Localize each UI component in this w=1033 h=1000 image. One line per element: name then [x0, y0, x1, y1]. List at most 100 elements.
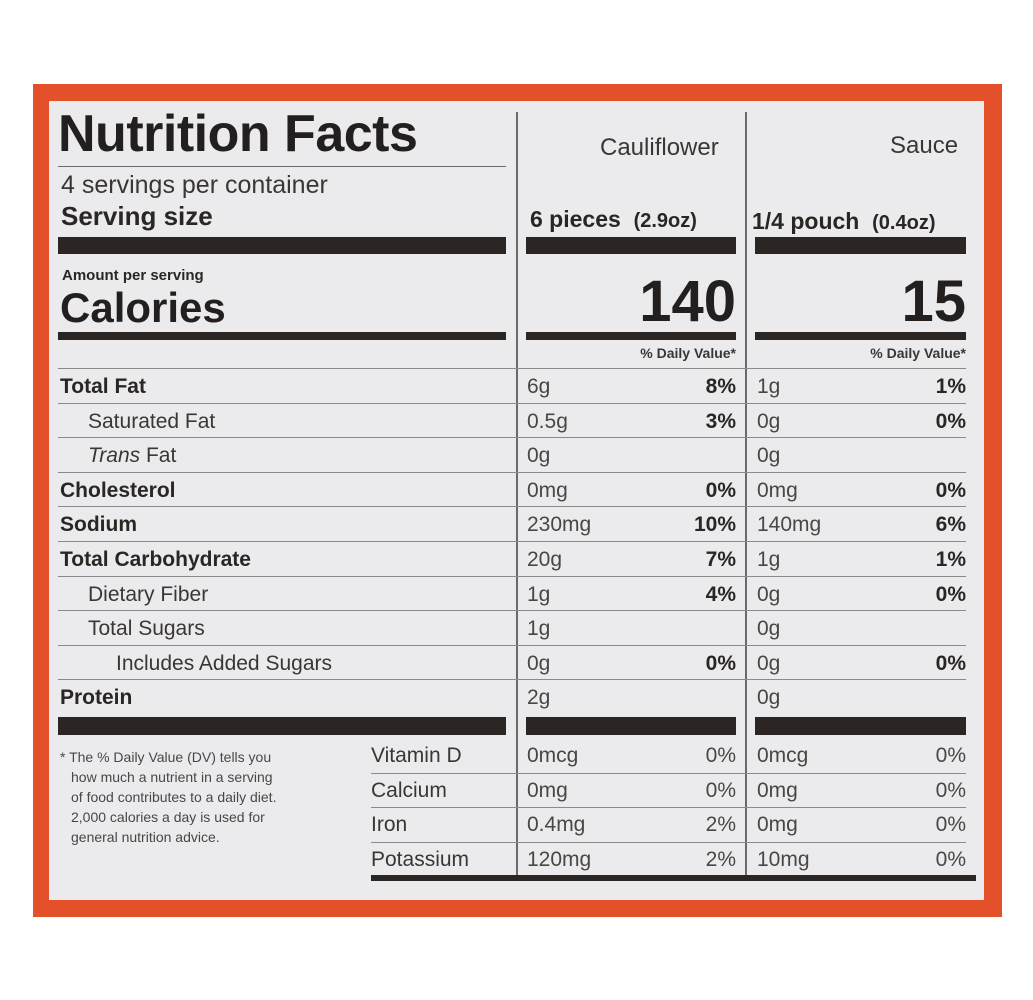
serving-amount: 6 pieces: [530, 206, 621, 232]
sauce-amount: 1g: [757, 548, 781, 571]
nutrient-label: Saturated Fat: [88, 410, 216, 433]
row-rule: [58, 472, 966, 473]
cauliflower-daily-value: 0%: [705, 652, 736, 675]
footnote-line: of food contributes to a daily diet.: [71, 789, 277, 805]
daily-value-header-cauliflower: % Daily Value*: [640, 345, 736, 361]
vitamin-label: Potassium: [371, 848, 470, 871]
cauliflower-amount: 0mg: [527, 479, 568, 502]
title-rule: [58, 166, 506, 167]
cauliflower-daily-value: 0%: [705, 479, 736, 502]
thick-bar: [526, 237, 736, 254]
thick-bar: [755, 237, 966, 254]
column-divider-1: [516, 112, 518, 880]
row-rule: [58, 541, 966, 542]
sauce-amount: 0g: [757, 686, 781, 709]
row-rule: [58, 437, 966, 438]
cauliflower-amount: 0g: [527, 444, 551, 467]
cauliflower-amount: 0mcg: [527, 744, 579, 767]
sauce-amount: 0g: [757, 444, 781, 467]
nutrient-label: Sodium: [60, 513, 137, 536]
sauce-daily-value: 0%: [935, 479, 966, 502]
sauce-daily-value: 0%: [935, 813, 966, 836]
cauliflower-daily-value: 2%: [705, 813, 736, 836]
footnote-line: how much a nutrient in a serving: [71, 769, 273, 785]
sauce-daily-value: 0%: [935, 779, 966, 802]
footnote-line: * The % Daily Value (DV) tells you: [60, 749, 272, 765]
nutrient-label: Total Sugars: [88, 617, 205, 640]
cauliflower-daily-value: 8%: [705, 375, 736, 398]
sauce-daily-value: 0%: [935, 583, 966, 606]
footnote-line: general nutrition advice.: [71, 829, 220, 845]
daily-value-footnote: * The % Daily Value (DV) tells you how m…: [60, 747, 360, 847]
cauliflower-daily-value: 3%: [705, 410, 736, 433]
serving-size-label: Serving size: [61, 201, 213, 231]
cauliflower-amount: 0g: [527, 652, 551, 675]
column-header-cauliflower: Cauliflower: [600, 134, 719, 161]
label-title: Nutrition Facts: [58, 105, 418, 163]
serving-size-cauliflower: 6 pieces (2.9oz): [530, 206, 697, 233]
row-rule: [58, 403, 966, 404]
serving-size-sauce: 1/4 pouch (0.4oz): [752, 208, 935, 235]
calories-cauliflower: 140: [639, 269, 736, 334]
sauce-daily-value: 0%: [935, 652, 966, 675]
calories-sauce: 15: [901, 269, 966, 334]
column-header-sauce: Sauce: [890, 132, 959, 159]
sauce-amount: 0g: [757, 652, 781, 675]
cauliflower-amount: 0.5g: [527, 410, 568, 433]
sauce-amount: 0g: [757, 410, 781, 433]
sauce-amount: 10mg: [757, 848, 810, 871]
row-rule: [371, 807, 966, 808]
cauliflower-amount: 120mg: [527, 848, 592, 871]
row-rule: [58, 506, 966, 507]
nutrient-label: Total Fat: [60, 375, 146, 398]
sauce-daily-value: 0%: [935, 848, 966, 871]
sauce-daily-value: 1%: [935, 548, 966, 571]
cauliflower-daily-value: 0%: [705, 779, 736, 802]
nutrient-label-rest: Fat: [140, 444, 177, 467]
cauliflower-daily-value: 4%: [705, 583, 736, 606]
sauce-daily-value: 0%: [935, 410, 966, 433]
sauce-daily-value: 1%: [935, 375, 966, 398]
nutrient-label-italic: Trans: [88, 444, 141, 467]
cauliflower-amount: 0.4mg: [527, 813, 586, 836]
medium-bar: [526, 332, 736, 340]
cauliflower-daily-value: 7%: [705, 548, 736, 571]
nutrient-label: Dietary Fiber: [88, 583, 209, 606]
nutrient-label: Cholesterol: [60, 479, 176, 502]
cauliflower-amount: 1g: [527, 583, 551, 606]
cauliflower-amount: 6g: [527, 375, 551, 398]
nutrient-label: Protein: [60, 686, 133, 709]
row-rule: [58, 645, 966, 646]
medium-bar: [755, 332, 966, 340]
bottom-bar: [371, 875, 976, 881]
cauliflower-amount: 20g: [527, 548, 563, 571]
sauce-amount: 0mg: [757, 479, 798, 502]
thick-bar: [755, 717, 966, 735]
cauliflower-amount: 230mg: [527, 513, 592, 536]
sauce-daily-value: 6%: [935, 513, 966, 536]
thick-bar: [58, 237, 506, 254]
row-rule: [58, 679, 966, 680]
sauce-amount: 0mg: [757, 813, 798, 836]
sauce-daily-value: 0%: [935, 744, 966, 767]
servings-per-container: 4 servings per container: [61, 171, 328, 199]
row-rule: [371, 773, 966, 774]
row-rule: [58, 576, 966, 577]
row-rule: [371, 842, 966, 843]
serving-amount: 1/4 pouch: [752, 208, 860, 234]
sauce-amount: 0mg: [757, 779, 798, 802]
nutrient-label: Trans Fat: [88, 444, 176, 468]
thick-bar: [58, 717, 506, 735]
footnote-line: 2,000 calories a day is used for: [71, 809, 265, 825]
column-divider-2: [745, 112, 747, 880]
nutrient-label: Total Carbohydrate: [60, 548, 251, 571]
row-rule: [58, 610, 966, 611]
amount-per-serving: Amount per serving: [62, 267, 204, 284]
cauliflower-amount: 1g: [527, 617, 551, 640]
cauliflower-amount: 2g: [527, 686, 551, 709]
serving-weight: (2.9oz): [633, 210, 697, 232]
vitamin-label: Vitamin D: [371, 744, 462, 767]
daily-value-header-sauce: % Daily Value*: [870, 345, 966, 361]
cauliflower-daily-value: 2%: [705, 848, 736, 871]
vitamin-label: Iron: [371, 813, 408, 836]
